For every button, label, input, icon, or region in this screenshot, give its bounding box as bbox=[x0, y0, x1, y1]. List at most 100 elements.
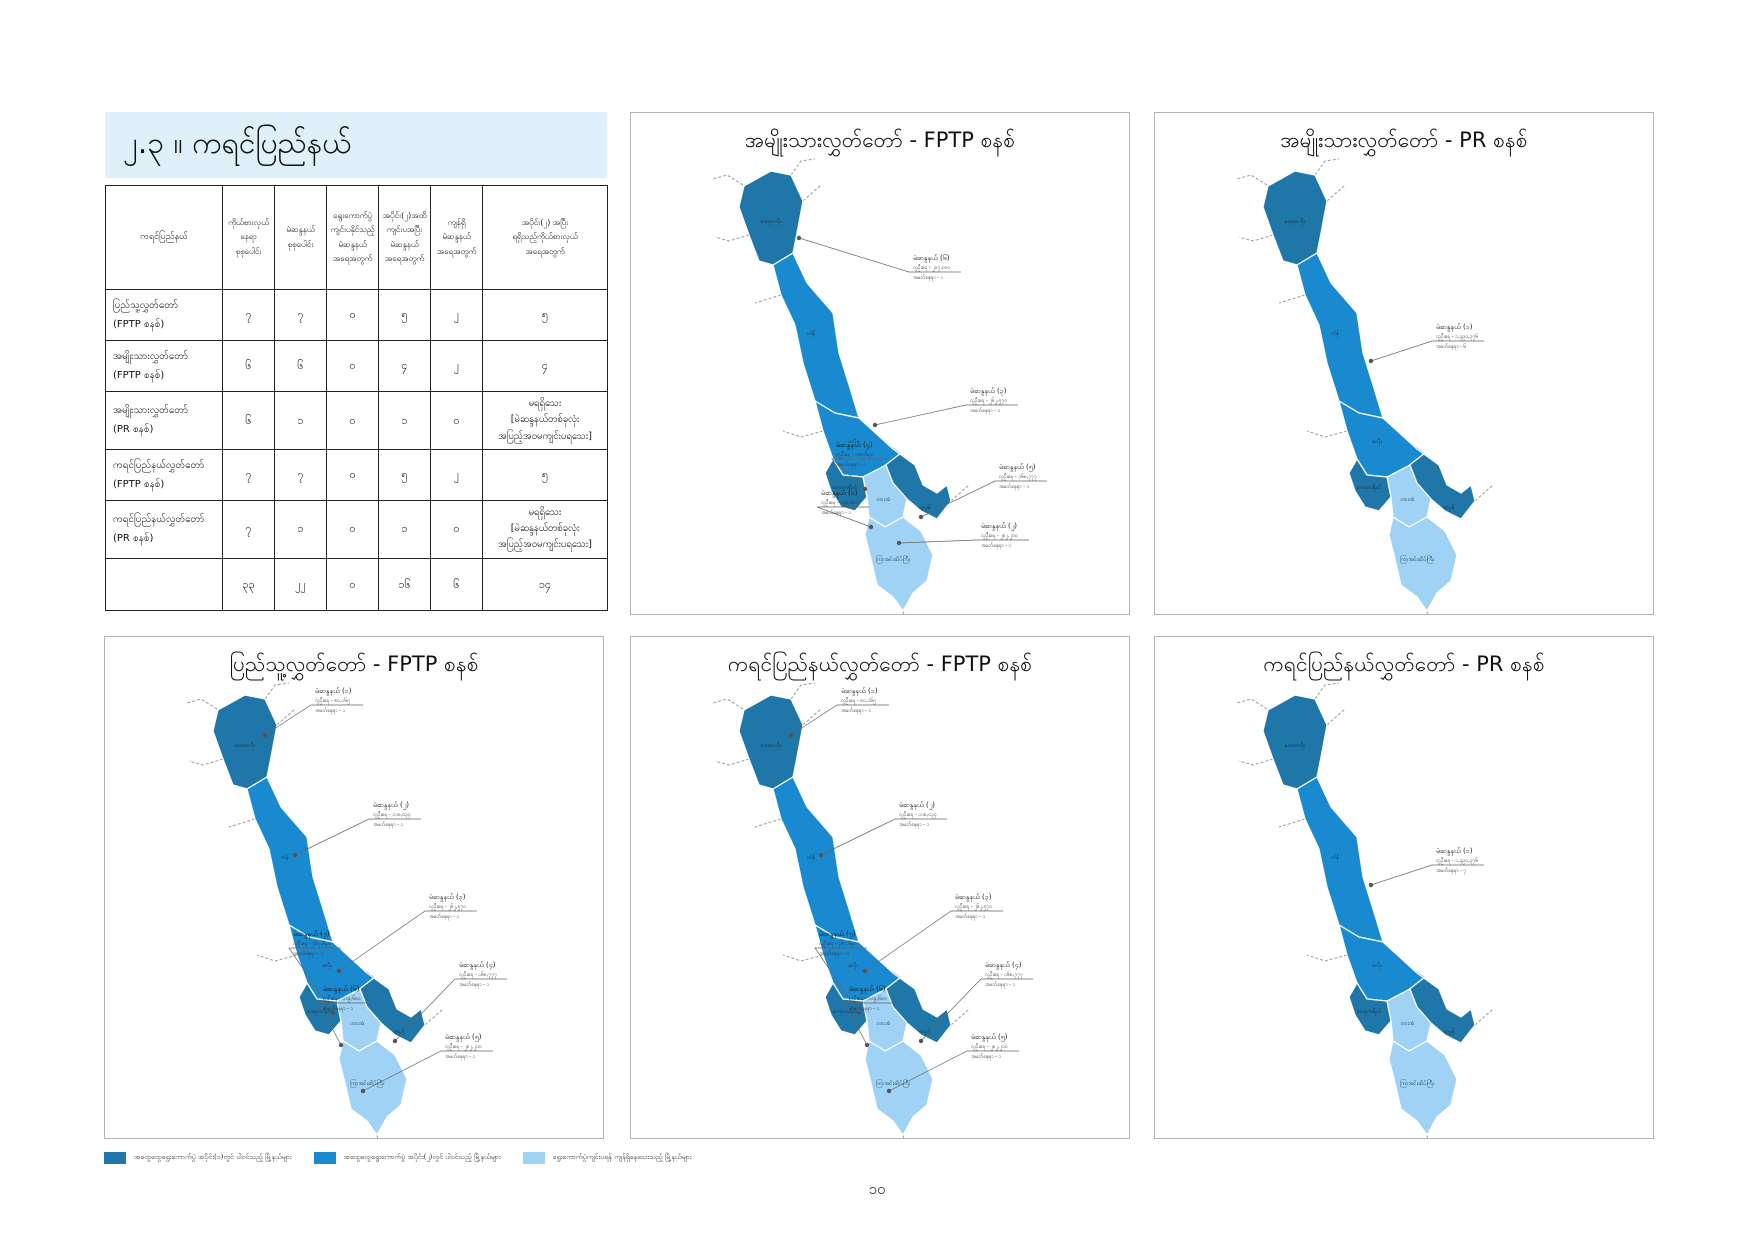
callout-title: မဲဆန္ဒနယ် (၅) bbox=[999, 463, 1036, 472]
legend-label: ရွေးကောက်ပွဲကျင်းပရန် ကျန်ရှိနေသေးသည့် မ… bbox=[552, 1153, 692, 1161]
header-line: အရေအတွက် bbox=[436, 246, 477, 256]
table-cell: ၂၂ bbox=[274, 557, 327, 612]
border-dash bbox=[1426, 1134, 1429, 1140]
callout-seats: အမတ်နေရာ - ၁ bbox=[428, 914, 460, 920]
callout-seats: အမတ်နေရာ - ၁ bbox=[372, 822, 404, 828]
district-label: ကြာအင်းဆိပ်ကြီး bbox=[876, 1078, 911, 1088]
district-south bbox=[864, 516, 934, 612]
district-west bbox=[1348, 982, 1392, 1036]
border-dash bbox=[1474, 484, 1494, 502]
legend-label: အထွေထွေရွေးကောက်ပွဲ အပိုင်း(၁)တွင် ပါဝင်… bbox=[134, 1153, 292, 1161]
callout-title: မဲဆန္ဒနယ် (၃) bbox=[970, 387, 1007, 396]
callout-dot bbox=[818, 852, 824, 858]
callout-population: လူဦးရေ - ၂၆၂,၅၇၀ bbox=[429, 904, 467, 910]
callout-dot bbox=[856, 1010, 862, 1016]
label-line: ကရင်ပြည်နယ်လွှတ်တော် bbox=[113, 514, 205, 526]
label-line: ကရင်ပြည်နယ်လွှတ်တော် bbox=[113, 459, 205, 471]
result-cell: ၅ bbox=[482, 448, 608, 501]
result-line: ၅ bbox=[541, 468, 549, 482]
callout-dot bbox=[918, 514, 924, 520]
page-number: ၁၀ bbox=[868, 1180, 886, 1198]
legend-swatch bbox=[313, 1152, 336, 1164]
callout-leader bbox=[1370, 864, 1484, 886]
callout-leader bbox=[814, 947, 867, 1014]
row-label: ကရင်ပြည်နယ်လွှတ်တော် (PR စနစ်) bbox=[105, 499, 223, 559]
table-cell: ၅ bbox=[378, 448, 431, 501]
label-line: (FPTP စနစ်) bbox=[113, 318, 165, 330]
border-dash bbox=[228, 818, 256, 828]
border-dash bbox=[950, 484, 970, 502]
table-cell: ၄ bbox=[378, 339, 431, 392]
callout-leader bbox=[264, 704, 363, 736]
table-row: အမျိုးသားလွှတ်တော် (PR စနစ်) ၆၁၀၁၀မရရှိသေး… bbox=[105, 390, 608, 450]
callout-leader bbox=[318, 1002, 371, 1046]
karen-state-map: ထော့ဝကိုးကဲန်ဖလိုးကော့ကရိတ်ဘားအံဖာပွန်ကြ… bbox=[1236, 682, 1494, 1140]
callout-seats: အမတ်နေရာ - ၁ bbox=[848, 1006, 880, 1012]
callout-title: မဲဆန္ဒနယ် (၁) bbox=[315, 687, 352, 696]
table-cell: ၃၃ bbox=[222, 557, 275, 612]
table-body: ပြည်သူ့လွှတ်တော် (FPTP စနစ်) ၇၇၀၅၂၅အမျိုးသ… bbox=[105, 289, 608, 612]
table-cell: ၇ bbox=[274, 448, 327, 501]
callout-seats: အမတ်နေရာ - ၁ bbox=[912, 275, 944, 281]
callout-seats: အမတ်နေရာ - ၁ bbox=[980, 543, 1012, 549]
table-cell: ၂ bbox=[430, 448, 483, 501]
callout-seats: အမတ်နေရာ - ၁ bbox=[998, 484, 1030, 490]
callout-dot bbox=[338, 1042, 344, 1048]
border-dash bbox=[1238, 758, 1274, 766]
border-dash bbox=[264, 682, 290, 700]
border-dash bbox=[754, 294, 782, 304]
callout-population: လူဦးရေ - ၈၀,၁၆၅ bbox=[315, 698, 350, 704]
label-line: (FPTP စနစ်) bbox=[113, 369, 165, 381]
table-cell: ၀ bbox=[326, 499, 379, 559]
header-line: စုစုပေါင်း bbox=[235, 246, 262, 256]
table-header-row: ကရင်ပြည်နယ် ကိုယ်စားလှယ် နေရာ စုစုပေါင်း မဲဆ… bbox=[105, 185, 608, 290]
border-dash bbox=[714, 234, 750, 242]
district-label: ဖလိုး bbox=[848, 961, 858, 970]
district-label: ကော့ကရိတ် bbox=[833, 483, 858, 492]
table-cell: ၁၆ bbox=[378, 557, 431, 612]
border-dash bbox=[1278, 294, 1306, 304]
district-label: ကဲန် bbox=[807, 329, 815, 338]
header-line: မဲဆန္ဒနယ် bbox=[390, 239, 419, 249]
row-label: ပြည်သူ့လွှတ်တော် (FPTP စနစ်) bbox=[105, 289, 223, 341]
border-dash bbox=[1236, 698, 1268, 710]
result-line: [မဲဆန္ဒနယ်တစ်ခုလုံး bbox=[510, 523, 580, 535]
district-south bbox=[864, 1040, 934, 1136]
district-label: ဖလိုး bbox=[1372, 961, 1382, 970]
table-cell: ၆ bbox=[222, 339, 275, 392]
result-cell: ၄ bbox=[482, 339, 608, 392]
callout-seats: အမတ်နေရာ - ၁ bbox=[840, 708, 872, 714]
district-north bbox=[738, 694, 804, 790]
district-label: ထော့ဝကိုး bbox=[761, 217, 782, 226]
district-label: ကြာအင်းဆိပ်ကြီး bbox=[876, 554, 911, 564]
callout-population: လူဦးရေ - ၂၆၂,၅၇၀ bbox=[970, 398, 1008, 404]
border-dash bbox=[1306, 430, 1348, 438]
karen-state-map: ထော့ဝကိုးကဲန်ဖလိုးကော့ကရိတ်ဘားအံဖာပွန်ကြ… bbox=[712, 682, 1033, 1140]
callout-title: မဲဆန္ဒနယ် (၁) bbox=[1436, 323, 1473, 332]
header-line: မဲဆန္ဒနယ် bbox=[442, 232, 471, 242]
result-line: [မဲဆန္ဒနယ်တစ်ခုလုံး bbox=[510, 414, 580, 426]
table-cell: ၁ bbox=[378, 390, 431, 450]
header-line: ရရှိသည့်ကိုယ်စားလှယ် bbox=[512, 232, 578, 242]
district-upper bbox=[1296, 252, 1384, 419]
callout-seats: အမတ်နေရာ - ၁ bbox=[970, 1054, 1002, 1060]
border-dash bbox=[790, 682, 816, 700]
callout-population: လူဦးရေ - ၁၈၈,၆၄၀ bbox=[836, 452, 875, 458]
border-dash bbox=[1326, 184, 1346, 202]
callout-dot bbox=[864, 1042, 870, 1048]
map-panel-state-fptp: ကရင်ပြည်နယ်လွှတ်တော် - FPTP စနစ် ထော့ဝကိ… bbox=[630, 636, 1130, 1140]
constituency-callout: မဲဆန္ဒနယ် (၁) လူဦးရေ - ၁,၄၉၀,၃၇၆အမတ်နေရာ … bbox=[1368, 847, 1484, 888]
district-label: ဖာပွန် bbox=[1443, 503, 1455, 512]
callout-population: လူဦးရေ - ၁၆၈,၇၇၇ bbox=[459, 972, 497, 978]
header-line: မဲဆန္ဒနယ် bbox=[286, 225, 315, 235]
border-dash bbox=[1278, 818, 1306, 828]
callout-population: လူဦးရေ - ၂၀၇,၀၀၀ bbox=[913, 265, 952, 271]
legend-item-remaining: ရွေးကောက်ပွဲကျင်းပရန် ကျန်ရှိနေသေးသည့် မ… bbox=[522, 1152, 692, 1164]
